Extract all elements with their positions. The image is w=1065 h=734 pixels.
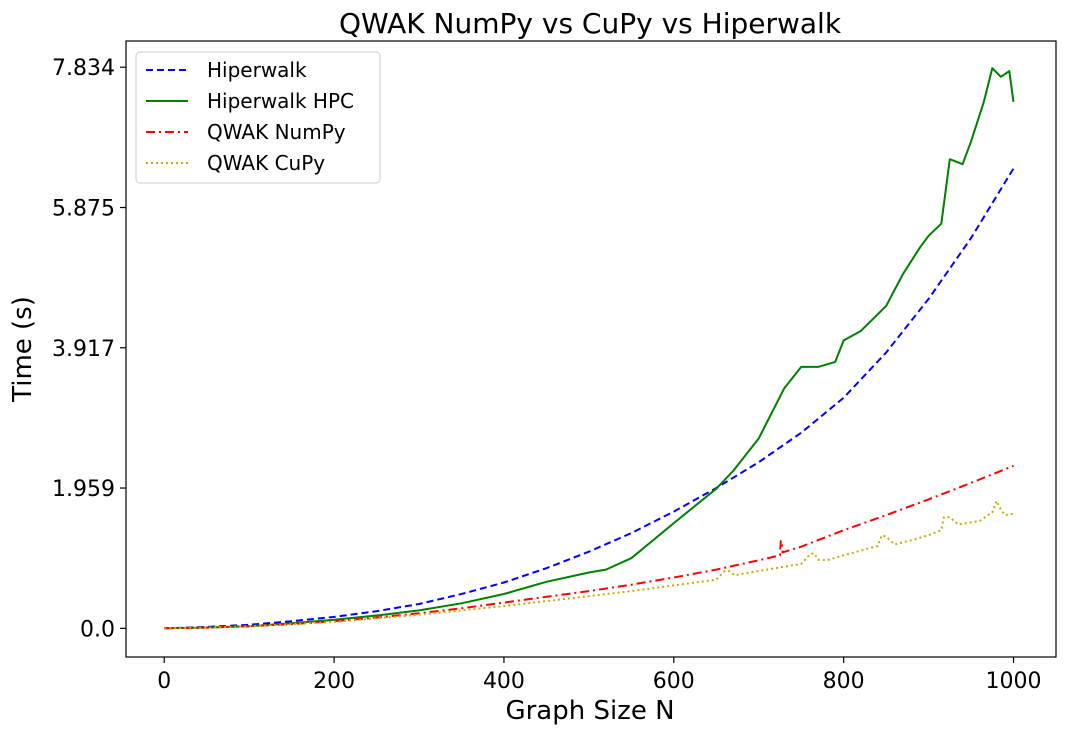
legend-label: Hiperwalk HPC <box>207 89 354 113</box>
legend-label: QWAK NumPy <box>207 120 346 144</box>
legend-label: QWAK CuPy <box>207 151 325 175</box>
series-line-qwak-cupy <box>164 499 1014 630</box>
x-tick-label: 0 <box>157 669 171 694</box>
y-axis-title: Time (s) <box>8 296 38 403</box>
x-tick-label: 600 <box>653 669 695 694</box>
x-tick-label: 1000 <box>986 669 1042 694</box>
plot-frame <box>125 40 1057 658</box>
x-tick-label: 400 <box>483 669 525 694</box>
y-tick-label: 1.959 <box>52 477 115 502</box>
x-tick-label: 200 <box>313 669 355 694</box>
x-axis-title: Graph Size N <box>505 696 674 726</box>
series-layer <box>164 67 1015 630</box>
chart-title: QWAK NumPy vs CuPy vs Hiperwalk <box>339 7 842 40</box>
legend-label: Hiperwalk <box>207 58 307 82</box>
legend: Hiperwalk Hiperwalk HPC QWAK NumPy QWAK CuP… <box>135 51 381 184</box>
x-tick-label: 800 <box>823 669 865 694</box>
legend-box <box>135 51 381 184</box>
y-axis: 0.0 1.959 3.917 5.875 7.834 <box>52 56 126 642</box>
y-tick-label: 5.875 <box>52 197 115 222</box>
x-axis: 0 200 400 600 800 1000 <box>157 657 1042 694</box>
y-tick-label: 0.0 <box>80 617 115 642</box>
series-line-hiperwalk-hpc <box>164 67 1015 630</box>
y-tick-label: 7.834 <box>52 56 115 81</box>
series-line-hiperwalk <box>164 167 1015 630</box>
y-tick-label: 3.917 <box>52 337 115 362</box>
